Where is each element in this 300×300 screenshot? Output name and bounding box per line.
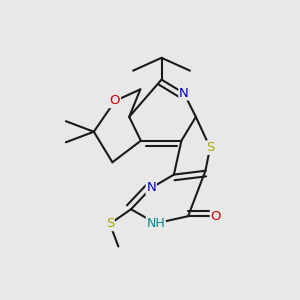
Text: O: O [211, 210, 221, 223]
Text: N: N [146, 182, 156, 194]
Text: N: N [179, 87, 189, 100]
Text: S: S [206, 141, 214, 154]
Text: S: S [106, 218, 114, 230]
Text: O: O [110, 94, 120, 107]
Text: NH: NH [146, 217, 165, 230]
